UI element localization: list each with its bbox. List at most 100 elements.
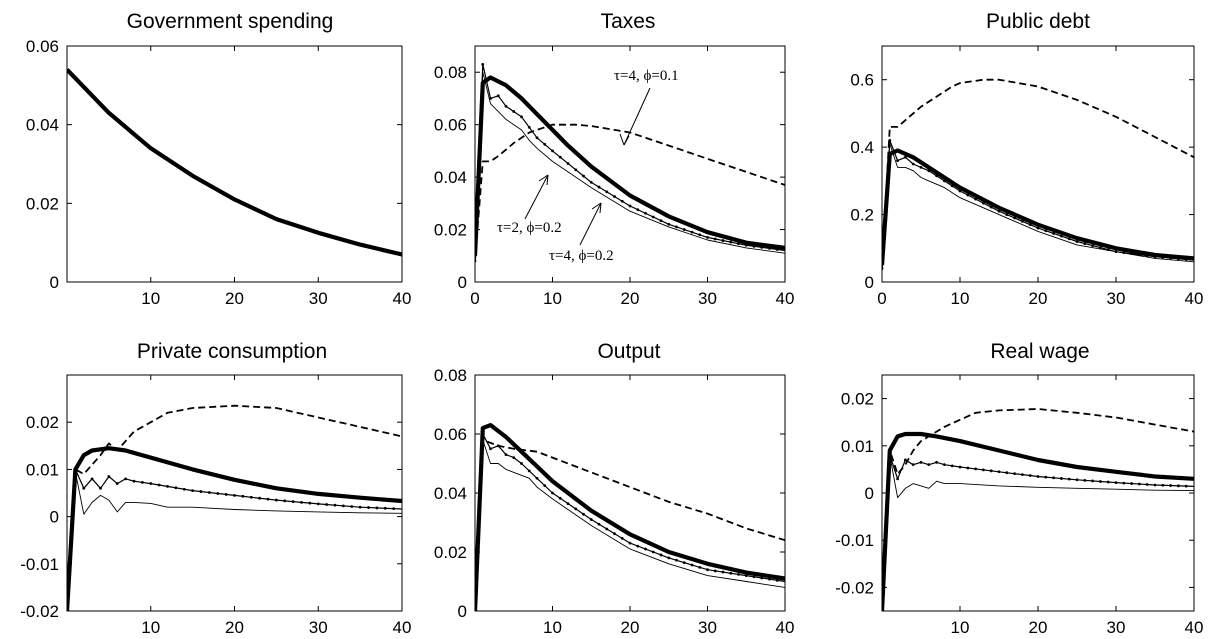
x-tick-label: 40 [393, 618, 412, 637]
series-point [597, 185, 601, 189]
x-tick-label: 10 [141, 618, 160, 637]
series-point [997, 470, 1001, 474]
series-point [1145, 483, 1149, 486]
annotation-tau4-phi02: τ=4, ϕ=0.2 [549, 248, 614, 264]
panel-private-consumption: Private consumption 10 20 30 40 -0.02 -0.01 0 0… [20, 340, 411, 637]
series-point [316, 502, 320, 506]
series-point [721, 239, 725, 242]
x-tick-label: 40 [1185, 289, 1204, 308]
series-point [911, 463, 915, 467]
series-point [182, 487, 186, 491]
y-tick-label: 0.01 [26, 460, 59, 479]
series-thin [882, 143, 1194, 269]
series-point [1169, 484, 1172, 487]
series-point [520, 462, 523, 465]
plot-frame [66, 45, 403, 283]
y-tick-label: 0.2 [850, 206, 874, 225]
series-thick [475, 423, 785, 611]
series-point [274, 498, 278, 502]
series-point [1130, 482, 1133, 485]
series-point [527, 125, 531, 129]
series-point [690, 230, 694, 234]
series-dashed [67, 404, 402, 611]
series-point [628, 541, 632, 545]
plot-frame [881, 374, 1195, 612]
series-point [582, 512, 585, 516]
series-point [698, 565, 702, 569]
series-point [241, 494, 245, 498]
series-point [675, 225, 678, 229]
series-point [489, 97, 492, 100]
series-point [1067, 477, 1071, 481]
series-point [207, 491, 211, 494]
series-point [1091, 244, 1094, 247]
y-tick-label: 0.6 [850, 71, 874, 90]
series-point [504, 104, 508, 108]
series-point [1138, 482, 1141, 486]
series-point [613, 532, 616, 536]
y-tick-label: -0.01 [835, 531, 874, 550]
series-thick [882, 431, 1194, 611]
series-point [99, 486, 102, 490]
series-point [1114, 250, 1118, 254]
series-point [383, 506, 387, 510]
series-point [896, 477, 899, 481]
x-tick-label: 40 [1185, 618, 1204, 637]
series-point [713, 237, 717, 241]
series-point [489, 447, 492, 451]
series-point [249, 495, 253, 499]
series-point [512, 456, 516, 459]
series-point [989, 469, 993, 473]
x-tick-label: 40 [776, 618, 795, 637]
y-tick-label: -0.02 [835, 578, 874, 597]
x-tick-label: 20 [621, 618, 640, 637]
series-point [543, 484, 547, 488]
annotation-tau2-phi02: τ=2, ϕ=0.2 [497, 220, 562, 236]
series-point [644, 547, 647, 551]
series-point [535, 136, 539, 140]
series-point [620, 537, 624, 540]
series-point [551, 149, 554, 153]
x-tick-label: 30 [309, 618, 328, 637]
panel-title: Real wage [990, 340, 1089, 363]
series-point [597, 522, 601, 526]
series-point [300, 500, 303, 504]
y-tick-label: 0 [458, 602, 467, 621]
series-point [737, 573, 740, 576]
series-point [651, 550, 655, 554]
series-thick [67, 446, 402, 611]
series-point [566, 502, 570, 506]
y-tick-label: 0.06 [26, 37, 59, 56]
series-point [558, 496, 562, 500]
series-point [358, 505, 362, 509]
series-point [659, 553, 663, 557]
y-tick-label: 0.02 [841, 390, 874, 409]
series-thick [882, 148, 1194, 266]
series-point [958, 465, 962, 469]
panel-public-debt: Public debt 0 10 20 30 40 0 0.2 0.4 0.6 [850, 10, 1203, 308]
series-point [166, 484, 169, 488]
series-thin [882, 454, 1194, 611]
y-tick-label: 0.02 [434, 221, 467, 240]
y-tick-label: 0.02 [26, 413, 59, 432]
series-point [224, 493, 228, 496]
x-tick-label: 10 [543, 618, 562, 637]
series-point [1184, 484, 1188, 488]
series-point [589, 518, 593, 521]
panel-taxes: Taxes τ=4, ϕ=0.1 τ=2, ϕ=0.2 τ=4, ϕ=0.2 0… [434, 10, 795, 308]
series-point [682, 228, 686, 231]
y-tick-label: 0.08 [434, 63, 467, 82]
series-point [1044, 475, 1048, 479]
series-thick [67, 68, 402, 257]
y-tick-label: -0.01 [20, 555, 59, 574]
series-thin [475, 71, 785, 262]
series-point [1075, 478, 1079, 482]
series-point [199, 490, 203, 493]
y-tick-label: 0.06 [434, 425, 467, 444]
x-tick-label: 30 [1107, 289, 1126, 308]
series-point [535, 476, 539, 480]
y-tick-label: 0.02 [26, 194, 59, 213]
annotation-tau4-phi01: τ=4, ϕ=0.1 [614, 68, 679, 84]
x-tick-label: 40 [776, 289, 795, 308]
panel-government-spending: Government spending 10 20 30 40 0 0.02 0.04 0.0… [26, 10, 412, 308]
